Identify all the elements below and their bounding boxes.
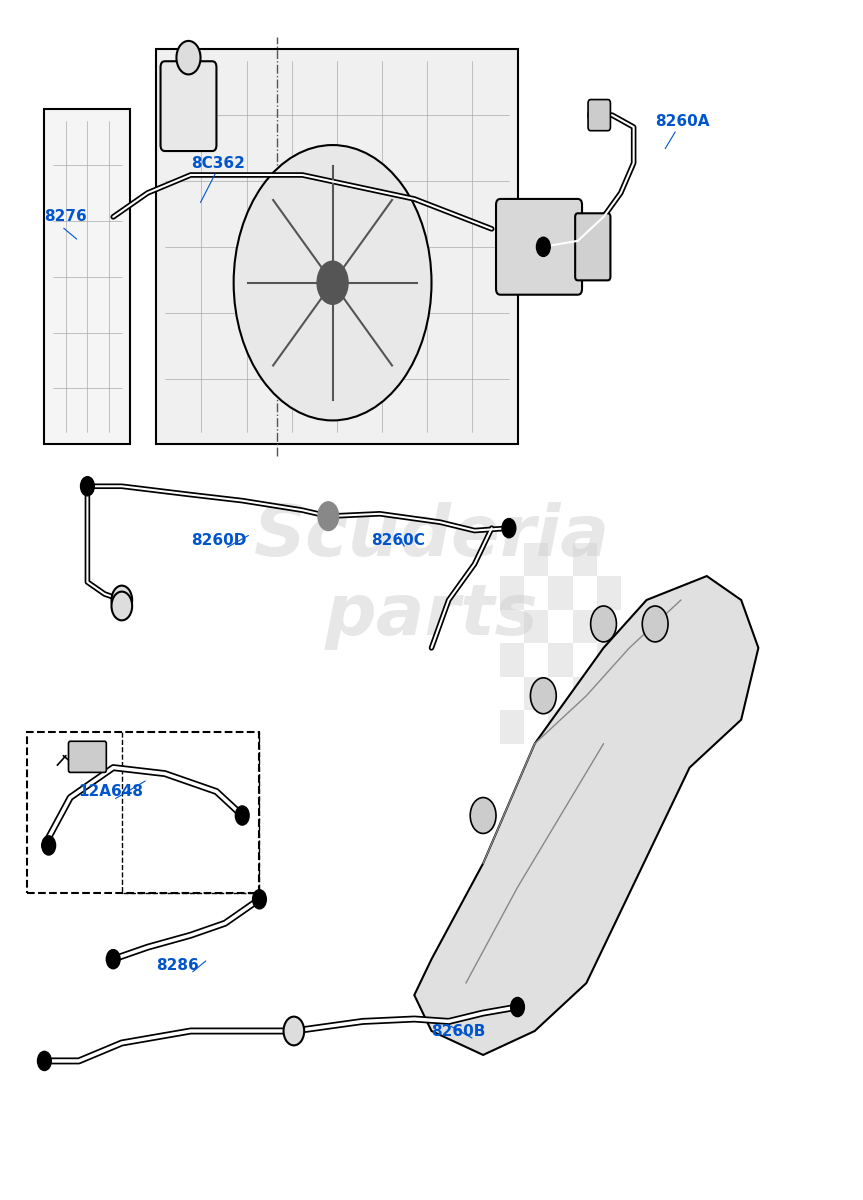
Bar	[549, 576, 572, 610]
Circle shape	[590, 606, 616, 642]
Circle shape	[511, 997, 525, 1016]
Bar	[596, 643, 620, 677]
Bar	[549, 643, 572, 677]
Bar	[525, 677, 549, 710]
Circle shape	[531, 678, 557, 714]
Circle shape	[234, 145, 432, 420]
Circle shape	[176, 41, 200, 74]
Circle shape	[470, 798, 496, 834]
Circle shape	[106, 949, 120, 968]
Text: 8260A: 8260A	[655, 114, 709, 128]
Bar	[572, 610, 596, 643]
Circle shape	[502, 518, 516, 538]
Text: 8286: 8286	[156, 958, 199, 973]
Bar	[572, 542, 596, 576]
Text: 8260C: 8260C	[371, 533, 425, 547]
Bar	[501, 643, 525, 677]
Circle shape	[642, 606, 668, 642]
Circle shape	[41, 836, 55, 856]
FancyBboxPatch shape	[575, 214, 610, 281]
Text: 8260B: 8260B	[432, 1024, 486, 1038]
Text: 8260D: 8260D	[191, 533, 246, 547]
Circle shape	[317, 262, 348, 305]
Bar	[596, 576, 620, 610]
Circle shape	[37, 1051, 51, 1070]
Bar	[501, 710, 525, 744]
Text: 12A648: 12A648	[79, 784, 144, 799]
FancyBboxPatch shape	[156, 49, 518, 444]
Bar	[501, 576, 525, 610]
Polygon shape	[414, 576, 759, 1055]
Circle shape	[111, 586, 132, 614]
Bar	[525, 610, 549, 643]
Circle shape	[321, 506, 335, 526]
Circle shape	[537, 238, 551, 257]
Text: Scuderia
parts: Scuderia parts	[254, 502, 609, 650]
Circle shape	[284, 1016, 304, 1045]
FancyBboxPatch shape	[496, 199, 582, 295]
Circle shape	[236, 806, 249, 826]
Text: 8C362: 8C362	[191, 156, 244, 170]
Circle shape	[80, 476, 94, 496]
Circle shape	[588, 106, 602, 125]
Circle shape	[115, 590, 129, 610]
FancyBboxPatch shape	[588, 100, 610, 131]
Bar	[525, 542, 549, 576]
Circle shape	[318, 502, 338, 530]
Bar	[549, 710, 572, 744]
Circle shape	[253, 889, 267, 908]
Bar	[596, 710, 620, 744]
Text: 8276: 8276	[44, 209, 87, 224]
Bar	[572, 677, 596, 710]
FancyBboxPatch shape	[44, 109, 130, 444]
Circle shape	[111, 592, 132, 620]
FancyBboxPatch shape	[68, 742, 106, 773]
FancyBboxPatch shape	[161, 61, 217, 151]
